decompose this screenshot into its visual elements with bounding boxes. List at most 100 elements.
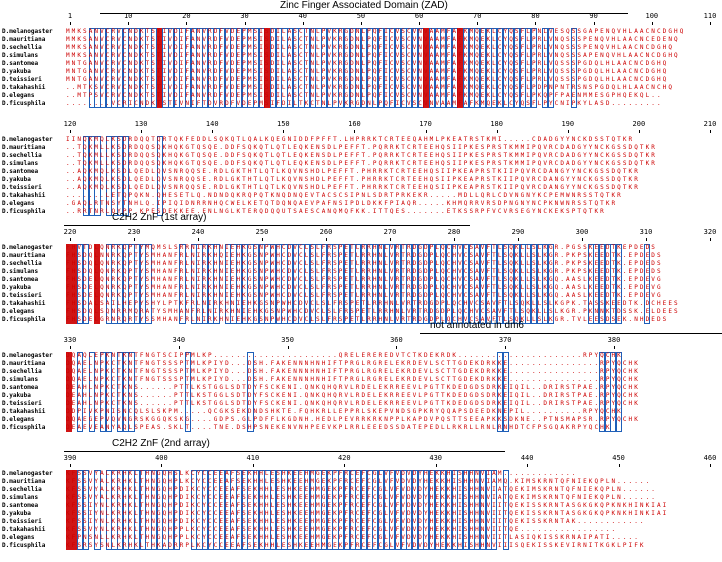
similar-column <box>156 470 163 550</box>
domain-label: Zinc Finger Associated Domain (ZAD) <box>280 0 448 11</box>
species-name: D.melanogaster <box>2 470 53 477</box>
sequence-row: .......LETQPQKN.QHESETLQ.NDNDQKRQPQTKNQD… <box>66 192 623 199</box>
sequence-rows: MMKSANVCRVCNDKTSTIVDIFANVRDFVDEPMSISDILA… <box>66 28 722 108</box>
similar-column <box>100 28 107 108</box>
similar-column <box>383 28 390 108</box>
similar-column <box>236 28 243 108</box>
similar-column <box>179 28 186 108</box>
similar-column <box>190 28 197 108</box>
similar-column <box>190 244 197 324</box>
similar-column <box>400 28 407 108</box>
species-name: D.takahashii <box>2 84 46 91</box>
similar-column <box>496 244 504 324</box>
similar-column <box>117 244 124 324</box>
similar-column <box>644 244 651 324</box>
similar-column <box>134 244 141 324</box>
similar-column <box>485 470 492 550</box>
similar-column <box>451 28 458 108</box>
position-tick-label: 190 <box>561 120 575 128</box>
sequence-row: MMKSANVCRVCNDKTSTIVDIFANVRDFVDEPMSISDILA… <box>66 52 680 59</box>
position-tick-label: 200 <box>632 120 646 128</box>
similar-column <box>236 244 243 324</box>
similar-column <box>213 244 220 324</box>
similar-column <box>253 28 260 108</box>
similar-column <box>389 28 396 108</box>
sequence-row: DQAEGEPVQVNGRSKGGQKSKG....GDPS.GLPDFFLKG… <box>66 416 640 423</box>
similar-column <box>377 470 384 550</box>
position-tick-label: 110 <box>703 12 717 20</box>
position-tick-label: 440 <box>520 454 534 462</box>
similar-column <box>479 28 487 108</box>
similar-column <box>241 470 248 550</box>
species-name: D.santomea <box>2 60 39 67</box>
position-tick <box>582 238 583 241</box>
species-name: D.mauritiana <box>2 144 46 151</box>
similar-column <box>156 136 163 216</box>
sequence-row: FHSDQLQNRKQPTYSMHANFRLNIRKHNIEHKGSNPWHCD… <box>66 268 663 275</box>
sequence-rows: KFSSVYALKRHKLTHNGQHSLKCYCCEEAFSEKHHLESHK… <box>66 470 722 550</box>
similar-column <box>474 244 481 324</box>
position-tick <box>419 22 421 25</box>
position-tick <box>710 238 711 241</box>
similar-column <box>230 470 237 550</box>
sequence-row: MNTGANVCRVCNDKTSTIVDIFANVRDFVDEPMSISDILA… <box>66 76 669 83</box>
position-tick <box>344 464 346 467</box>
sequence-row: FHSDQLSQNRRMQRATYSMHANFRLNIRKHNIEHKGSNPW… <box>66 308 680 315</box>
similar-column <box>434 28 441 108</box>
similar-column <box>202 28 209 108</box>
similar-column <box>298 28 305 108</box>
position-tick <box>283 130 285 133</box>
similar-column <box>224 470 231 550</box>
species-name: D.sechellia <box>2 368 42 375</box>
similar-column <box>185 28 192 108</box>
similar-column <box>411 28 419 108</box>
position-ruler: 330 340 350 360 370 380 <box>64 336 722 349</box>
similar-column <box>134 28 141 108</box>
position-tick-label: 130 <box>134 120 148 128</box>
similar-column <box>547 28 555 108</box>
similar-column <box>298 470 305 550</box>
similar-column <box>383 470 390 550</box>
position-tick-label: 320 <box>703 228 717 236</box>
similar-column <box>355 244 362 324</box>
similar-column <box>519 28 526 108</box>
similar-column <box>213 470 220 550</box>
similar-column <box>366 28 373 108</box>
similar-column <box>496 352 504 432</box>
similar-column <box>270 470 277 550</box>
position-tick-label: 170 <box>419 120 432 128</box>
position-tick <box>134 238 135 241</box>
species-names: D.melanogaster D.mauritiana D.sechellia D.s… <box>2 352 66 432</box>
sequence-row: KFSSVYNLKRHKLTHNGQHPPLKCYCCEEAFSEKHHLESH… <box>66 526 618 533</box>
position-tick <box>70 130 71 133</box>
similar-column <box>406 470 413 550</box>
position-tick <box>70 22 71 25</box>
position-tick-label: 420 <box>337 454 351 462</box>
position-tick <box>454 238 455 241</box>
position-tick-label: 160 <box>348 120 361 128</box>
conserved-column <box>156 28 163 108</box>
similar-column <box>304 244 311 324</box>
species-name: D.melanogaster <box>2 244 53 251</box>
position-tick-label: 390 <box>63 454 77 462</box>
position-tick-label: 400 <box>155 454 168 462</box>
species-name: D.ficusphila <box>2 316 46 323</box>
species-name: D.melanogaster <box>2 352 53 359</box>
similar-column <box>598 244 606 324</box>
species-name: D.yakuba <box>2 176 31 183</box>
similar-column <box>258 28 265 108</box>
species-name: D.melanogaster <box>2 28 53 35</box>
similar-column <box>185 352 192 432</box>
similar-column <box>173 470 180 550</box>
similar-column <box>134 470 141 550</box>
similar-column <box>508 244 515 324</box>
position-tick <box>70 238 71 241</box>
similar-column <box>128 244 135 324</box>
similar-column <box>275 28 282 108</box>
sequence-row: FHSDELQNRKQPTYSMHANFRLNIRKHNIEHKGSNPWHCD… <box>66 292 663 299</box>
similar-column <box>502 352 509 432</box>
species-name: D.takahashii <box>2 526 46 533</box>
similar-column <box>604 244 611 324</box>
similar-column <box>570 28 577 108</box>
similar-column <box>428 244 436 324</box>
